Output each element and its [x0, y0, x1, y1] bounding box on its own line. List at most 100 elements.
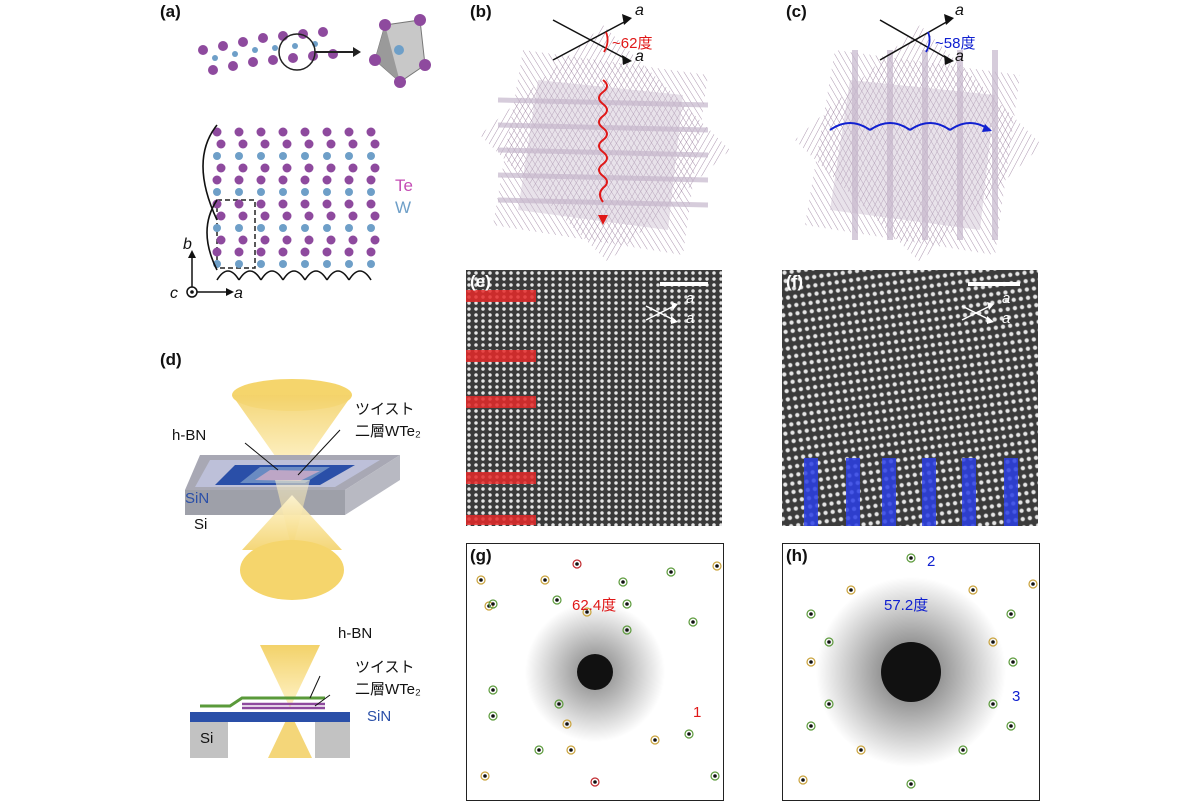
diffraction-spot — [1028, 579, 1038, 589]
diffraction-spot-center — [625, 602, 629, 606]
hop-arrow — [326, 270, 350, 281]
w-atom — [279, 152, 287, 160]
te-atom — [322, 199, 332, 209]
w-atom — [257, 260, 265, 268]
diffraction-spot-center — [961, 748, 965, 752]
diffraction-spot — [618, 577, 628, 587]
panel-label-e: (e) — [470, 272, 491, 291]
panel-c-axis-top: a — [955, 2, 964, 19]
device-3d-schematic — [185, 379, 400, 600]
hop-arrow — [282, 270, 306, 281]
te-atom — [282, 139, 292, 149]
panel-e-axis-top: a — [686, 290, 695, 307]
te-atom — [300, 247, 310, 257]
diffraction-spot — [480, 771, 490, 781]
diffraction-spot-center — [585, 610, 589, 614]
te-atom — [344, 199, 354, 209]
diffraction-spot-center — [909, 782, 913, 786]
panel-b-axis-top: a — [635, 2, 644, 19]
w-atom — [345, 152, 353, 160]
tem-image-e — [466, 270, 722, 526]
diffraction-spot — [988, 699, 998, 709]
hbn-label-bottom: h-BN — [338, 625, 373, 642]
diffraction-spot-center — [715, 564, 719, 568]
te-atom — [234, 127, 244, 137]
te-atom — [300, 175, 310, 185]
panel-label-g: (g) — [470, 546, 492, 565]
diffraction-spot-center — [479, 578, 483, 582]
w-atom — [367, 188, 375, 196]
diffraction-spot-center — [991, 640, 995, 644]
diffraction-spot — [650, 735, 660, 745]
diffraction-spot — [552, 595, 562, 605]
te-atom — [366, 199, 376, 209]
w-atom — [323, 224, 331, 232]
te-label: Te — [395, 176, 413, 195]
te-atom — [366, 175, 376, 185]
diffraction-spot-center — [809, 724, 813, 728]
diffraction-spot-center — [625, 628, 629, 632]
panel-label-c: (c) — [786, 2, 807, 21]
te-atom — [234, 199, 244, 209]
sin-label-top: SiN — [185, 490, 210, 507]
diffraction-spot — [684, 729, 694, 739]
te-atom — [370, 235, 380, 245]
w-atom — [345, 224, 353, 232]
diffraction-spot-center — [569, 748, 573, 752]
hbn-label-top: h-BN — [172, 427, 207, 444]
tem-image-f — [782, 270, 1038, 526]
diffraction-spot-center — [849, 588, 853, 592]
blue-stripe — [962, 458, 976, 526]
te-atom — [370, 211, 380, 221]
te-atom — [278, 127, 288, 137]
w-atom — [213, 152, 221, 160]
w-atom — [257, 224, 265, 232]
hop-arrow — [216, 270, 240, 281]
diffraction-spot — [1006, 609, 1016, 619]
diffraction-spot — [988, 637, 998, 647]
te-atom — [212, 175, 222, 185]
diffraction-spot-center — [593, 780, 597, 784]
diffraction-spot-center — [537, 748, 541, 752]
w-atom — [213, 188, 221, 196]
panel-label-b: (b) — [470, 2, 492, 21]
w-atom — [257, 152, 265, 160]
te-atom — [216, 139, 226, 149]
twisted-bilayer-moire-62 — [480, 14, 730, 262]
panel-e-axis-bottom: a — [686, 310, 695, 327]
hop-arrow — [202, 124, 218, 221]
te-atom — [238, 235, 248, 245]
diffraction-spot — [968, 585, 978, 595]
te-atom — [260, 139, 270, 149]
panel-label-f: (f) — [786, 272, 803, 291]
te-atom — [256, 247, 266, 257]
diffraction-spot — [798, 775, 808, 785]
twist-label-top-2: 二層WTe₂ — [355, 423, 421, 440]
diffraction-spot — [622, 599, 632, 609]
twist-label-bottom-2: 二層WTe₂ — [355, 681, 421, 698]
blue-stripe — [922, 458, 936, 526]
diffraction-spot-center — [827, 702, 831, 706]
w-atom — [301, 224, 309, 232]
diffraction-spot — [562, 719, 572, 729]
blue-stripe — [882, 458, 896, 526]
diffraction-spot-center — [1009, 612, 1013, 616]
te-atom — [282, 211, 292, 221]
panel-f-axis-bottom: a — [1002, 310, 1011, 327]
diffraction-spot-center — [971, 588, 975, 592]
diffraction-spot — [1008, 657, 1018, 667]
red-stripe — [466, 290, 536, 302]
twisted-bilayer-moire-58 — [795, 14, 1042, 262]
te-atom — [256, 127, 266, 137]
w-atom — [323, 152, 331, 160]
diffraction-spot-center — [909, 556, 913, 560]
w-atom — [235, 188, 243, 196]
diffraction-spot-center — [691, 620, 695, 624]
diffraction-spot — [688, 617, 698, 627]
w-atom — [301, 152, 309, 160]
te-atom — [348, 163, 358, 173]
diffraction-spot — [906, 553, 916, 563]
angle-label-h: 57.2度 — [884, 597, 929, 614]
axis-b-label: b — [183, 236, 192, 253]
te-atom — [256, 199, 266, 209]
